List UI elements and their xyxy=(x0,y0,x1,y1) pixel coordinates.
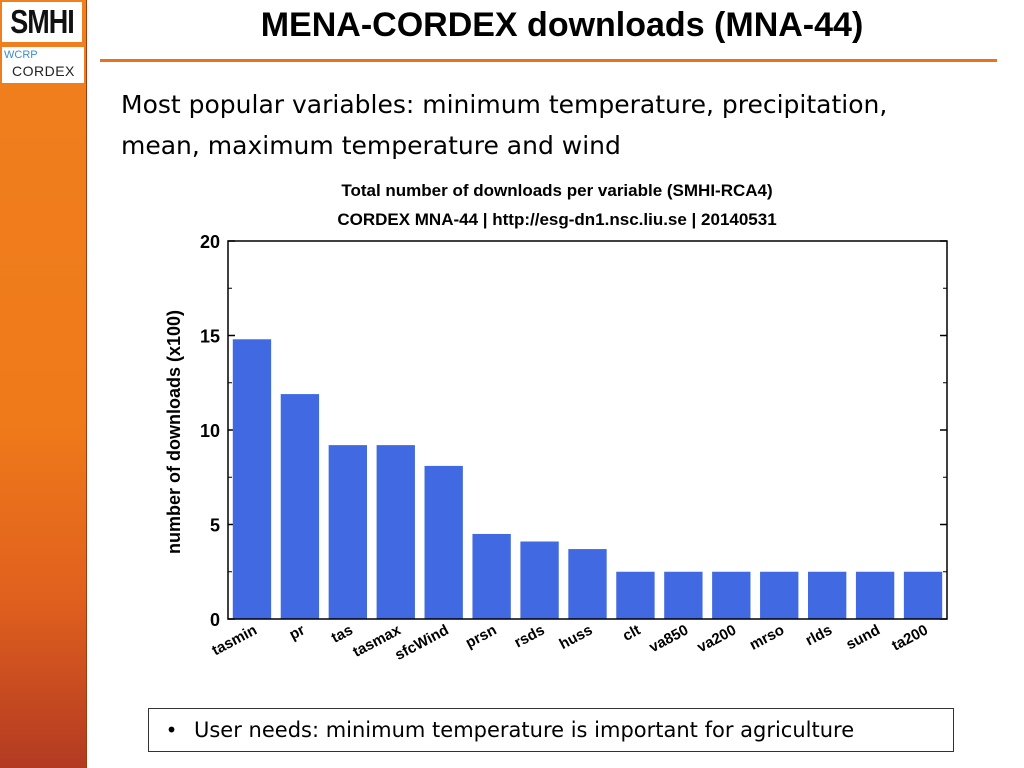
plot-frame xyxy=(227,240,948,620)
bar-huss xyxy=(568,549,607,619)
x-tick-label-va200: va200 xyxy=(694,622,739,657)
bar-prsn xyxy=(472,533,511,619)
orange-sidebar: SMHI WCRP CORDEX xyxy=(0,0,87,768)
x-tick-label-ta200: ta200 xyxy=(889,622,931,655)
bar-va850 xyxy=(664,571,703,619)
callout-text: User needs: minimum temperature is impor… xyxy=(194,718,855,742)
smhi-logo-text: SMHI xyxy=(10,2,74,41)
bar-mrso xyxy=(760,571,799,619)
bar-pr xyxy=(280,394,320,619)
wcrp-cordex-logo: WCRP CORDEX xyxy=(2,47,84,83)
x-tick-label-rsds: rsds xyxy=(511,622,547,652)
bar-rsds xyxy=(520,541,559,619)
bar-sund xyxy=(855,571,895,619)
slide-title: MENA-CORDEX downloads (MNA-44) xyxy=(260,6,864,44)
x-tick-label-clt: clt xyxy=(620,622,643,645)
chart-title: Total number of downloads per variable (… xyxy=(341,181,772,200)
user-needs-callout: • User needs: minimum temperature is imp… xyxy=(148,708,954,752)
y-tick-label: 10 xyxy=(200,421,220,441)
y-tick-label: 20 xyxy=(200,232,220,252)
x-tick-label-mrso: mrso xyxy=(747,622,787,654)
bar-sfcWind xyxy=(424,465,463,619)
downloads-bar-chart: Total number of downloads per variable (… xyxy=(164,181,948,664)
x-tick-label-rlds: rlds xyxy=(803,622,835,650)
title-underline xyxy=(100,59,997,62)
chart-subtitle: CORDEX MNA-44 | http://esg-dn1.nsc.liu.s… xyxy=(337,210,776,229)
bullet-icon: • xyxy=(165,718,178,742)
intro-line-2: mean, maximum temperature and wind xyxy=(121,131,621,160)
bar-ta200 xyxy=(903,571,943,619)
y-tick-label: 15 xyxy=(200,327,220,347)
bar-va200 xyxy=(712,571,751,619)
intro-line-1: Most popular variables: minimum temperat… xyxy=(121,90,888,119)
intro-text: Most popular variables: minimum temperat… xyxy=(121,84,1001,166)
x-tick-label-va850: va850 xyxy=(646,622,691,657)
x-tick-label-sfcWind: sfcWind xyxy=(392,622,451,664)
cordex-logo-text: CORDEX xyxy=(12,63,75,79)
x-tick-label-huss: huss xyxy=(556,622,595,653)
x-tick-label-prsn: prsn xyxy=(463,622,500,652)
wcrp-logo-text: WCRP xyxy=(4,49,38,61)
y-tick-label: 5 xyxy=(210,516,220,536)
bar-rlds xyxy=(807,571,847,619)
bar-clt xyxy=(616,571,655,619)
x-tick-label-pr: pr xyxy=(287,621,308,643)
bar-tasmax xyxy=(376,445,415,619)
x-tick-label-sund: sund xyxy=(843,622,883,654)
bar-tas xyxy=(328,445,368,619)
y-axis-label: number of downloads (x100) xyxy=(164,310,184,554)
smhi-logo: SMHI xyxy=(2,2,82,42)
y-tick-label: 0 xyxy=(210,610,220,630)
x-tick-label-tas: tas xyxy=(329,622,356,647)
bar-tasmin xyxy=(232,339,272,619)
